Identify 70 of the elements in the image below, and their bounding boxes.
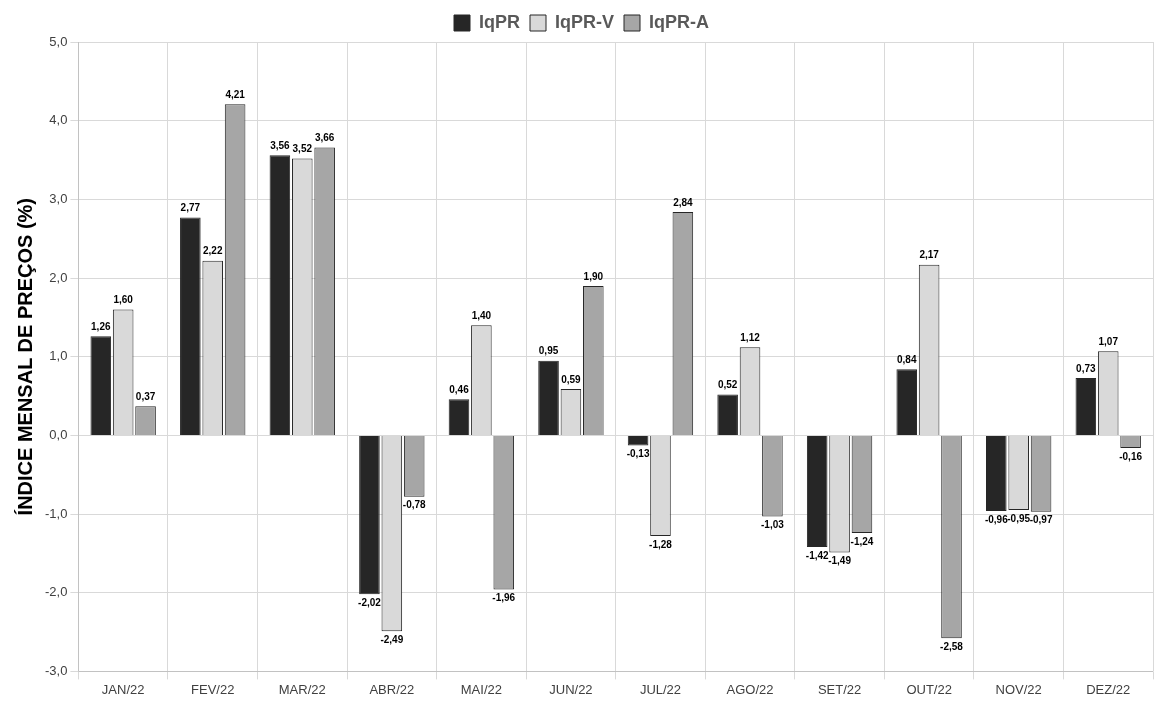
y-axis-title: ÍNDICE MENSAL DE PREÇOS (%) [13,197,36,516]
bar [1075,377,1097,435]
data-label: 0,73 [1076,362,1096,374]
data-label: 0,52 [717,379,738,391]
x-tick-label: ABR/22 [369,681,415,697]
data-label: 4,21 [225,88,246,100]
data-label: 2,77 [180,202,201,214]
y-tick-label: -1,0 [44,505,68,521]
data-label: -1,28 [649,538,673,550]
x-tick-label: SET/22 [817,681,862,697]
data-label: 3,66 [314,132,335,144]
bar [90,336,112,435]
bar [985,435,1007,511]
data-label: 2,22 [202,245,223,257]
data-label: -1,03 [761,519,785,531]
bar [448,399,470,435]
x-tick-label: NOV/22 [995,681,1042,697]
data-label: -2,02 [358,597,382,609]
bar [180,217,201,435]
bar [269,155,291,435]
data-label: -0,16 [1119,450,1143,462]
legend-label: IqPR [479,11,521,32]
data-label: -1,96 [492,592,516,604]
data-label: 3,56 [270,140,291,152]
x-tick-label: MAI/22 [460,681,502,697]
legend-label: IqPR-A [649,11,709,32]
data-label: -0,97 [1029,514,1053,526]
x-tick-label: AGO/22 [726,681,774,697]
data-label: -0,78 [402,499,427,511]
y-tick-label: -3,0 [44,662,68,678]
x-tick-label: DEZ/22 [1086,681,1131,697]
y-tick-label: 5,0 [49,33,68,49]
x-tick-label: MAR/22 [278,681,326,697]
data-label: -2,49 [380,634,404,646]
data-label: 3,52 [292,143,313,155]
y-tick-label: 3,0 [49,190,68,206]
x-tick-label: FEV/22 [191,681,235,697]
data-label: -2,58 [940,641,964,653]
data-label: 1,90 [583,270,604,282]
data-label: 0,84 [897,354,917,366]
bar [717,394,738,435]
data-label: 0,95 [538,345,559,357]
x-tick-label: JUN/22 [549,681,593,697]
data-label: 1,26 [91,320,111,332]
bar [896,369,918,435]
x-tick-label: OUT/22 [906,681,952,697]
data-label: 1,12 [740,332,761,344]
data-label: 1,60 [113,294,134,306]
data-label: 2,84 [673,196,694,208]
data-label: 0,59 [561,373,582,385]
y-tick-label: 0,0 [49,426,68,442]
y-tick-label: 2,0 [49,269,68,285]
data-label: -1,49 [828,555,852,567]
data-label: -1,24 [850,535,874,547]
legend-label: IqPR-V [555,11,615,32]
bar [538,360,559,435]
bar [359,435,380,595]
bar [806,435,828,548]
data-label: 0,37 [135,391,156,403]
data-label: 0,46 [449,383,470,395]
x-tick-label: JUL/22 [639,681,682,697]
y-tick-label: 1,0 [49,348,68,364]
y-tick-label: -2,0 [44,584,68,600]
y-tick-label: 4,0 [49,112,68,128]
data-label: 2,17 [919,249,940,261]
data-label: 1,07 [1098,335,1119,347]
bar [627,435,649,446]
data-label: -0,13 [626,448,650,460]
data-label: 1,40 [471,309,492,321]
x-tick-label: JAN/22 [101,681,145,697]
